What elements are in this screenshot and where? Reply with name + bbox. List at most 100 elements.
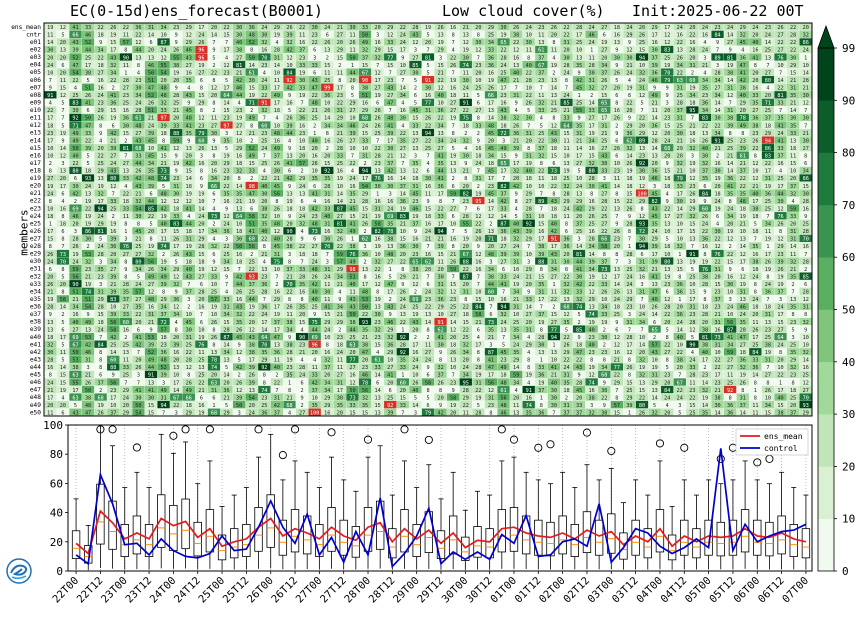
heatmap-cell-value: 13 xyxy=(589,305,595,311)
heatmap-cell-value: 36 xyxy=(261,305,267,311)
row-label: e02 xyxy=(30,47,41,54)
heatmap-cell-value: 22 xyxy=(589,282,595,288)
heatmap-cell-value: 9 xyxy=(200,184,203,190)
heatmap-cell-value: 15 xyxy=(639,48,645,54)
heatmap-cell-value: 23 xyxy=(702,93,708,99)
heatmap-cell-value: 21 xyxy=(160,161,166,167)
heatmap-cell-value: 29 xyxy=(488,25,494,31)
heatmap-cell-value: 95 xyxy=(475,199,481,205)
heatmap-cell-value: 24 xyxy=(450,138,456,144)
heatmap-cell-value: 12 xyxy=(186,199,192,205)
heatmap-cell-value: 19 xyxy=(110,222,116,228)
heatmap-cell-value: 30 xyxy=(803,138,809,144)
heatmap-cell-value: 1 xyxy=(389,267,392,273)
heatmap-cell-value: 6 xyxy=(288,169,291,175)
heatmap-cell-value: 44 xyxy=(148,199,154,205)
heatmap-cell-value: 34 xyxy=(689,93,695,99)
heatmap-cell-value: 10 xyxy=(274,267,280,273)
heatmap-cell-value: 30 xyxy=(324,237,330,243)
heatmap-cell-value: 77 xyxy=(387,55,393,61)
heatmap-cell-value: 38 xyxy=(752,123,758,129)
heatmap-cell-value: 66 xyxy=(72,33,78,39)
heatmap-cell-value: 54 xyxy=(135,206,141,212)
heatmap-cell-value: 12 xyxy=(173,146,179,152)
heatmap-cell-value: 30 xyxy=(72,108,78,114)
heatmap-cell-value: 36 xyxy=(110,101,116,107)
heatmap-cell-value: 27 xyxy=(500,244,506,250)
heatmap-cell-value: 12 xyxy=(803,297,809,303)
heatmap-cell-value: 14 xyxy=(261,327,267,333)
heatmap-cell-value: 27 xyxy=(526,312,532,318)
heatmap-cell-value: 62 xyxy=(626,138,632,144)
heatmap-cell-value: 36 xyxy=(110,244,116,250)
heatmap-cell-value: 44 xyxy=(286,131,292,137)
heatmap-cell-value: 21 xyxy=(740,222,746,228)
heatmap-cell-value: 11 xyxy=(349,33,355,39)
heatmap-cell-value: 26 xyxy=(614,146,620,152)
heatmap-cell-value: 20 xyxy=(714,274,720,280)
heatmap-cell-value: 33 xyxy=(752,93,758,99)
heatmap-cell-value: 32 xyxy=(589,161,595,167)
heatmap-cell-value: 23 xyxy=(664,282,670,288)
heatmap-cell-value: 10 xyxy=(563,154,569,160)
heatmap-cell-value: 12 xyxy=(387,33,393,39)
heatmap-cell-value: 29 xyxy=(198,101,204,107)
heatmap-cell-value: 33 xyxy=(324,206,330,212)
heatmap-cell-value: 8 xyxy=(452,244,455,250)
heatmap-cell-value: 31 xyxy=(803,305,809,311)
heatmap-cell-value: 15 xyxy=(437,252,443,258)
heatmap-cell-value: 3 xyxy=(376,33,379,39)
heatmap-cell-value: 21 xyxy=(261,252,267,258)
heatmap-cell-value: 12 xyxy=(639,93,645,99)
heatmap-cell-value: 33 xyxy=(488,48,494,54)
heatmap-cell-value: 19 xyxy=(500,33,506,39)
heatmap-cell-value: 26 xyxy=(47,282,53,288)
heatmap-cell-value: 30 xyxy=(72,184,78,190)
heatmap-cell-value: 3 xyxy=(666,101,669,107)
heatmap-cell-value: 32 xyxy=(98,191,104,197)
heatmap-cell-value: 33 xyxy=(337,154,343,160)
heatmap-cell-value: 26 xyxy=(601,290,607,296)
heatmap-cell-value: 5 xyxy=(61,123,64,129)
heatmap-cell-value: 12 xyxy=(513,48,519,54)
heatmap-cell-value: 20 xyxy=(727,222,733,228)
heatmap-cell-value: 2 xyxy=(552,70,555,76)
heatmap-cell-value: 46 xyxy=(186,48,192,54)
heatmap-cell-value: 10 xyxy=(513,312,519,318)
heatmap-cell-value: 11 xyxy=(752,320,758,326)
heatmap-cell-value: 49 xyxy=(148,274,154,280)
heatmap-cell-value: 34 xyxy=(589,267,595,273)
heatmap-cell-value: 20 xyxy=(173,116,179,122)
heatmap-cell-value: 59 xyxy=(450,267,456,273)
heatmap-cell-value: 48 xyxy=(160,86,166,92)
heatmap-cell-value: 17 xyxy=(513,161,519,167)
heatmap-cell-value: 30 xyxy=(375,312,381,318)
heatmap-cell-value: 19 xyxy=(526,161,532,167)
heatmap-cell-value: 16 xyxy=(123,108,129,114)
heatmap-cell-value: 39 xyxy=(437,244,443,250)
heatmap-cell-value: 26 xyxy=(236,327,242,333)
heatmap-cell-value: 21 xyxy=(702,63,708,69)
heatmap-cell-value: 21 xyxy=(400,222,406,228)
heatmap-cell-value: 41 xyxy=(387,123,393,129)
heatmap-cell-value: 18 xyxy=(664,176,670,182)
heatmap-cell-value: 7 xyxy=(477,282,480,288)
heatmap-cell-value: 20 xyxy=(689,55,695,61)
heatmap-cell-value: 30 xyxy=(123,123,129,129)
heatmap-cell-value: 26 xyxy=(198,146,204,152)
heatmap-cell-value: 13 xyxy=(488,108,494,114)
heatmap-cell-value: 9 xyxy=(301,237,304,243)
heatmap-cell-value: 22 xyxy=(312,40,318,46)
heatmap-cell-value: 14 xyxy=(488,199,494,205)
heatmap-cell-value: 41 xyxy=(85,101,91,107)
heatmap-cell-value: 21 xyxy=(689,123,695,129)
heatmap-cell-value: 29 xyxy=(337,116,343,122)
heatmap-cell-value: 8 xyxy=(363,274,366,280)
heatmap-cell-value: 3 xyxy=(489,259,492,265)
heatmap-cell-value: 20 xyxy=(60,55,66,61)
heatmap-cell-value: 22 xyxy=(123,191,129,197)
heatmap-cell-value: 8 xyxy=(766,274,769,280)
heatmap-cell-value: 38 xyxy=(702,274,708,280)
heatmap-cell-value: 34 xyxy=(337,274,343,280)
heatmap-cell-value: 30 xyxy=(85,237,91,243)
